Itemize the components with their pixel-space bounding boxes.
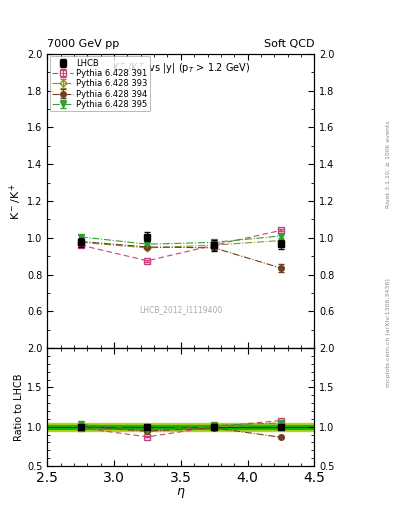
- Text: K$^-$/K$^+$ vs |y| (p$_{T}$ > 1.2 GeV): K$^-$/K$^+$ vs |y| (p$_{T}$ > 1.2 GeV): [112, 61, 250, 76]
- Text: mcplots.cern.ch [arXiv:1306.3436]: mcplots.cern.ch [arXiv:1306.3436]: [386, 279, 391, 387]
- Legend: LHCB, Pythia 6.428 391, Pythia 6.428 393, Pythia 6.428 394, Pythia 6.428 395: LHCB, Pythia 6.428 391, Pythia 6.428 393…: [50, 56, 150, 111]
- Text: Soft QCD: Soft QCD: [264, 38, 314, 49]
- Y-axis label: Ratio to LHCB: Ratio to LHCB: [14, 373, 24, 441]
- Text: LHCB_2012_I1119400: LHCB_2012_I1119400: [139, 305, 222, 314]
- Text: 7000 GeV pp: 7000 GeV pp: [47, 38, 119, 49]
- X-axis label: $\eta$: $\eta$: [176, 486, 185, 500]
- Y-axis label: K$^-$/K$^+$: K$^-$/K$^+$: [8, 182, 24, 220]
- Text: Rivet 3.1.10, ≥ 100k events: Rivet 3.1.10, ≥ 100k events: [386, 120, 391, 208]
